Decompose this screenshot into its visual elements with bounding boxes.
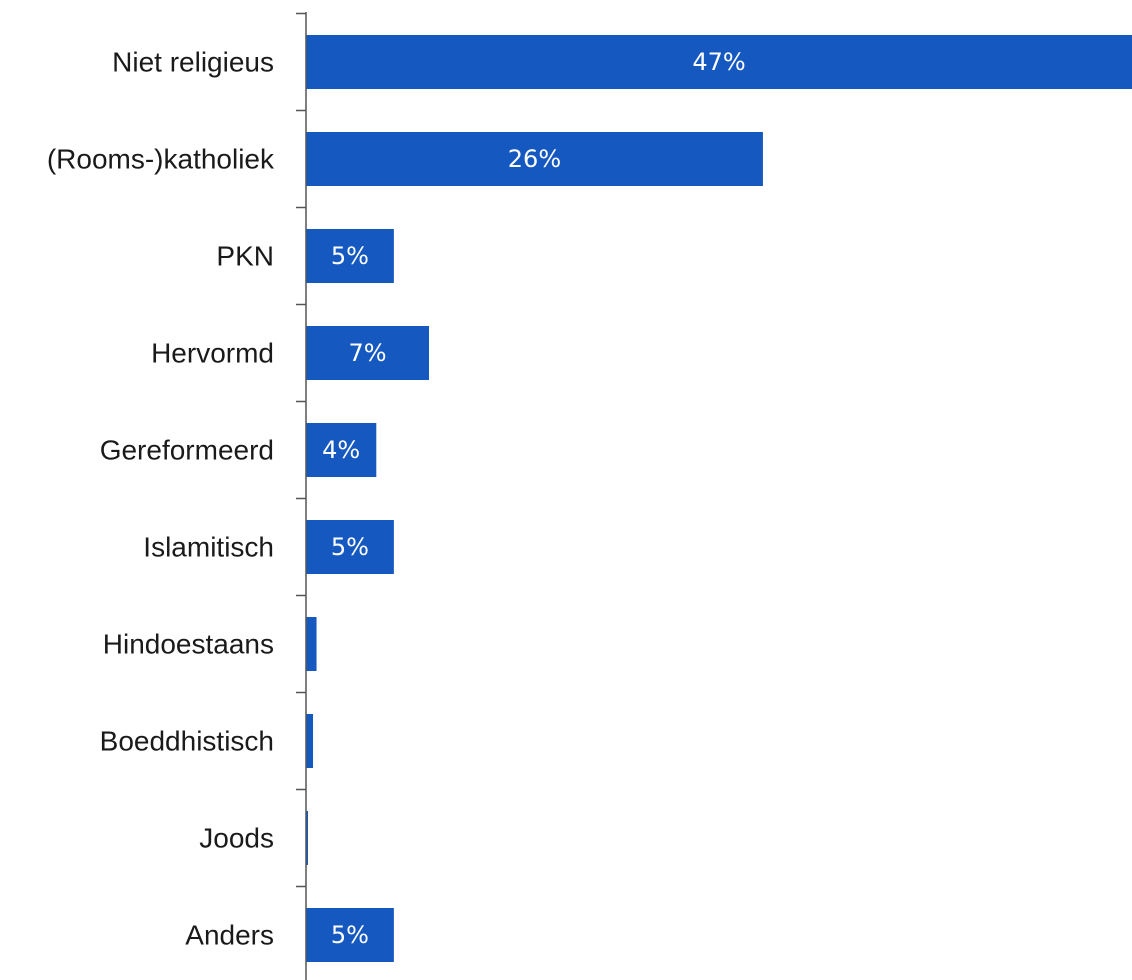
bars-layer [306,35,1132,962]
bar-niet-religieus [306,35,1132,89]
bar-pkn [306,229,394,283]
value-label-gereformeerd: 4% [322,436,360,464]
bar-hervormd [306,326,430,380]
bar-gereformeerd [306,423,377,477]
value-label-anders: 5% [331,921,369,949]
category-label-boeddhistisch: Boeddhistisch [100,726,274,757]
value-label-niet-religieus: 47% [692,48,745,76]
bar-rooms-katholiek [306,132,763,186]
category-label-hindoestaans: Hindoestaans [103,629,274,660]
category-label-anders: Anders [185,920,274,951]
category-label-joods: Joods [199,823,274,854]
bar-joods [306,811,308,865]
value-label-rooms-katholiek: 26% [508,145,561,173]
bar-anders [306,908,394,962]
bar-islamitisch [306,520,394,574]
category-label-hervormd: Hervormd [151,338,274,369]
category-label-niet-religieus: Niet religieus [112,47,274,78]
labels-layer: Niet religieus 47% (Rooms-)katholiek 26% PKN… [47,47,746,951]
bar-hindoestaans [306,617,317,671]
axis-layer [296,12,307,980]
bar-boeddhistisch [306,714,314,768]
value-label-pkn: 5% [331,242,369,270]
value-label-islamitisch: 5% [331,533,369,561]
category-label-rooms-katholiek: (Rooms-)katholiek [47,144,275,175]
category-label-gereformeerd: Gereformeerd [100,435,274,466]
value-label-hervormd: 7% [348,339,386,367]
category-label-islamitisch: Islamitisch [143,532,274,563]
category-label-pkn: PKN [216,241,274,272]
